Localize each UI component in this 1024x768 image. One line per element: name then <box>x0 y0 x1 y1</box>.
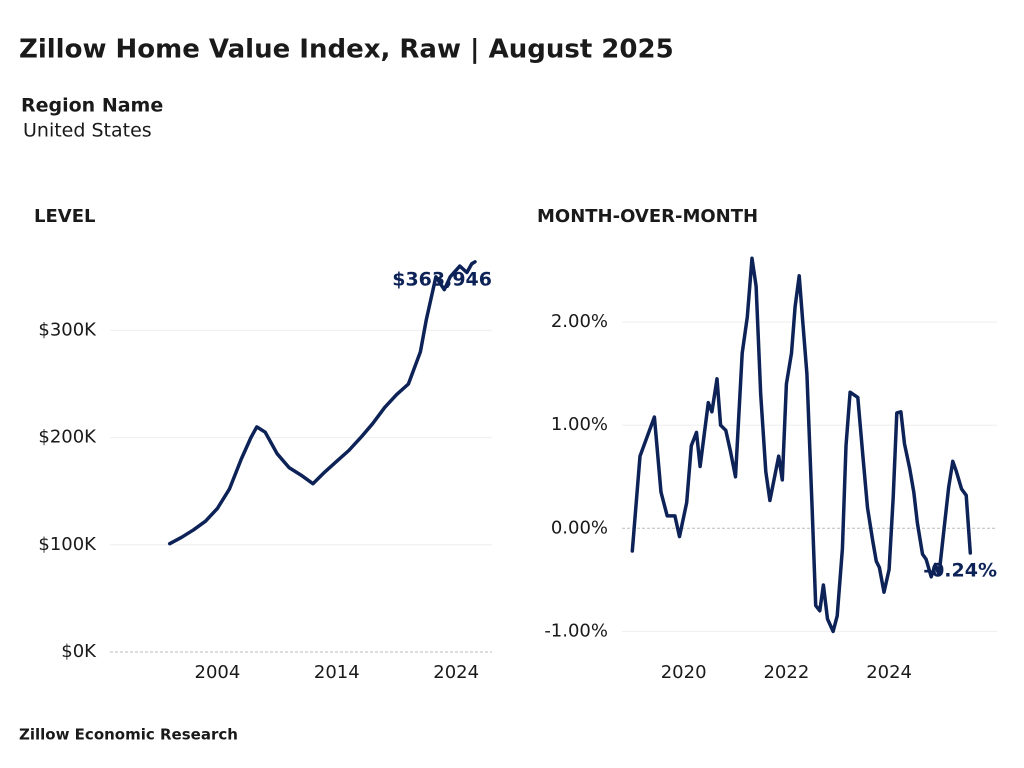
panel-title: LEVEL <box>34 206 95 227</box>
y-tick-label: $100K <box>38 534 97 555</box>
footer: Zillow Economic Research <box>19 726 238 744</box>
value-label: $363,946 <box>392 268 492 290</box>
region-value: United States <box>23 120 152 142</box>
x-tick-label: 2022 <box>763 662 809 683</box>
x-tick-label: 2024 <box>433 662 479 683</box>
x-tick-label: 2024 <box>866 662 912 683</box>
y-tick-label: -1.00% <box>544 620 608 641</box>
page-title: Zillow Home Value Index, Raw | August 20… <box>19 35 674 65</box>
series-line <box>167 260 477 546</box>
y-tick-label: $0K <box>61 641 97 662</box>
value-label: -0.24% <box>923 560 997 582</box>
series-line <box>630 256 973 634</box>
y-tick-label: $200K <box>38 427 97 448</box>
panel-title: MONTH-OVER-MONTH <box>537 206 758 227</box>
y-tick-label: 2.00% <box>551 311 608 332</box>
y-tick-label: 1.00% <box>551 414 608 435</box>
x-tick-label: 2020 <box>661 662 707 683</box>
x-tick-label: 2004 <box>195 662 241 683</box>
y-tick-label: $300K <box>38 319 97 340</box>
y-tick-label: 0.00% <box>551 517 608 538</box>
region-label: Region Name <box>21 95 163 117</box>
x-tick-label: 2014 <box>314 662 360 683</box>
